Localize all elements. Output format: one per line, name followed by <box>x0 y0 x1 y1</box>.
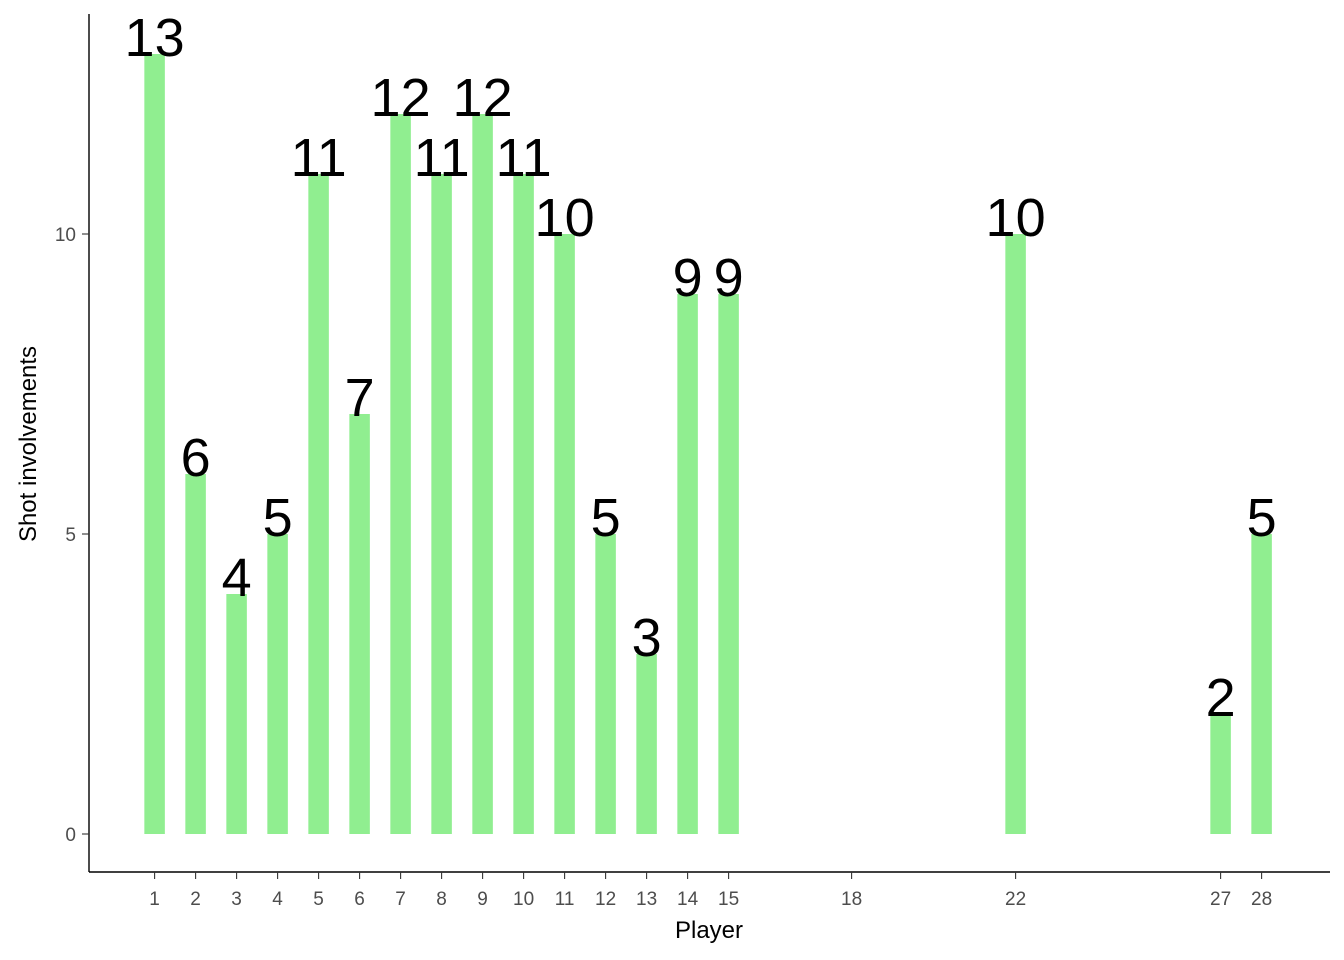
bar-player-28 <box>1251 534 1272 834</box>
bar-player-14 <box>677 294 698 834</box>
x-tick-label-4: 4 <box>272 889 283 910</box>
data-label-player-11: 10 <box>535 188 595 248</box>
data-label-player-4: 5 <box>263 488 293 548</box>
x-tick-label-1: 1 <box>149 889 160 910</box>
y-tick-label-10: 10 <box>55 225 76 246</box>
data-label-player-22: 10 <box>986 188 1046 248</box>
x-tick-label-28: 28 <box>1251 889 1272 910</box>
x-tick-label-5: 5 <box>313 889 324 910</box>
data-label-player-12: 5 <box>591 488 621 548</box>
x-axis-title: Player <box>675 917 743 944</box>
x-axis-ticks: 1 2 3 4 5 6 7 8 9 10 11 12 13 14 15 18 22 27 28 <box>149 872 1272 910</box>
data-label-player-27: 2 <box>1206 668 1236 728</box>
data-label-player-2: 6 <box>181 428 211 488</box>
x-tick-label-8: 8 <box>436 889 447 910</box>
x-tick-label-9: 9 <box>477 889 488 910</box>
x-tick-label-10: 10 <box>513 889 534 910</box>
bar-player-15 <box>718 294 739 834</box>
x-tick-label-6: 6 <box>354 889 365 910</box>
bar-player-11 <box>554 234 575 834</box>
y-axis-ticks: 0 5 10 <box>55 225 89 846</box>
data-label-player-3: 4 <box>222 548 252 608</box>
y-axis-title: Shot involvements <box>15 346 42 542</box>
bar-player-3 <box>226 594 247 834</box>
x-tick-label-3: 3 <box>231 889 242 910</box>
bar-player-27 <box>1210 714 1231 834</box>
data-label-player-10: 11 <box>496 128 552 188</box>
bar-player-4 <box>267 534 288 834</box>
bar-player-9 <box>472 114 493 834</box>
x-tick-label-11: 11 <box>555 889 575 910</box>
bar-player-7 <box>390 114 411 834</box>
data-label-player-13: 3 <box>632 608 662 668</box>
x-tick-label-7: 7 <box>395 889 406 910</box>
data-label-player-15: 9 <box>714 248 744 308</box>
data-label-player-6: 7 <box>345 368 375 428</box>
y-tick-label-5: 5 <box>65 525 76 546</box>
bar-player-12 <box>595 534 616 834</box>
bar-player-1 <box>144 54 165 834</box>
data-label-player-28: 5 <box>1247 488 1277 548</box>
bar-player-13 <box>636 654 657 834</box>
x-tick-label-18: 18 <box>841 889 862 910</box>
data-label-player-9: 12 <box>453 68 513 128</box>
data-label-player-8: 11 <box>414 128 470 188</box>
x-tick-label-12: 12 <box>595 889 616 910</box>
data-label-player-14: 9 <box>673 248 703 308</box>
bar-player-8 <box>431 174 452 834</box>
x-tick-label-13: 13 <box>636 889 657 910</box>
bars-group <box>144 54 1272 834</box>
x-tick-label-14: 14 <box>677 889 699 910</box>
x-tick-label-15: 15 <box>718 889 739 910</box>
bar-player-22 <box>1005 234 1026 834</box>
bar-player-5 <box>308 174 329 834</box>
bar-player-10 <box>513 174 534 834</box>
bar-player-2 <box>185 474 206 834</box>
y-tick-label-0: 0 <box>65 825 76 846</box>
x-tick-label-2: 2 <box>190 889 201 910</box>
data-label-player-1: 13 <box>125 8 185 68</box>
data-label-player-5: 11 <box>291 128 347 188</box>
bar-player-6 <box>349 414 370 834</box>
x-tick-label-27: 27 <box>1210 889 1231 910</box>
x-tick-label-22: 22 <box>1005 889 1026 910</box>
data-label-player-7: 12 <box>371 68 431 128</box>
